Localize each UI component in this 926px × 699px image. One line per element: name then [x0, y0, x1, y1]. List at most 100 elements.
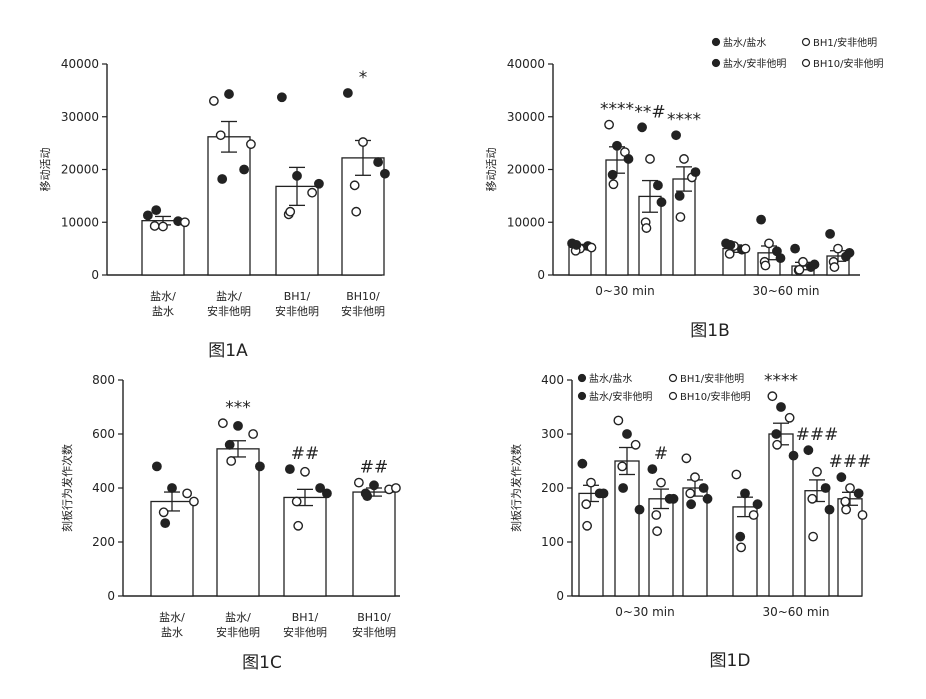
data-point: [685, 488, 696, 499]
data-point: [586, 477, 596, 488]
data-point: [217, 418, 228, 429]
data-point: [362, 491, 373, 501]
data-point: [637, 122, 647, 133]
data-point: [623, 154, 634, 164]
legend-label: BH10/安非他明: [680, 390, 750, 403]
significance-marker: *: [359, 68, 368, 88]
data-point: [764, 238, 774, 249]
data-point: [182, 488, 193, 499]
data-point: [142, 210, 153, 221]
x-category-label: 安非他明: [283, 625, 327, 639]
y-tick-label: 0: [537, 268, 545, 282]
x-category-label: BH10/: [357, 611, 391, 624]
bar: [216, 448, 260, 597]
data-point: [285, 206, 296, 217]
data-point: [617, 461, 628, 472]
data-point: [845, 483, 855, 493]
legend-marker: [801, 37, 811, 47]
data-point: [586, 242, 597, 253]
data-point: [794, 264, 805, 275]
data-point: [775, 253, 786, 264]
data-point: [630, 439, 641, 450]
y-tick-label: 10000: [507, 215, 545, 229]
figure-title: 图1A: [208, 341, 248, 361]
y-tick-label: 300: [541, 427, 564, 441]
data-point: [808, 531, 819, 542]
bar: [341, 157, 385, 276]
data-point: [634, 504, 645, 515]
data-point: [353, 477, 364, 488]
significance-marker: #: [654, 444, 668, 464]
x-category-label: 安非他明: [207, 304, 251, 318]
data-point: [686, 499, 697, 510]
data-point: [180, 217, 190, 228]
x-category-label: 安非他明: [352, 625, 396, 639]
bar: [150, 500, 194, 597]
data-point: [358, 137, 368, 147]
data-point: [292, 170, 302, 181]
data-point: [342, 88, 353, 98]
x-category-label: 盐水/: [216, 290, 242, 303]
data-point: [790, 243, 800, 254]
x-category-label: 盐水: [161, 626, 183, 639]
legend-label: 盐水/安非他明: [589, 390, 652, 403]
data-point: [671, 130, 681, 141]
data-point: [840, 496, 851, 507]
significance-marker: ****: [600, 100, 634, 120]
legend-label: 盐水/盐水: [723, 36, 766, 49]
x-category-label: 安非他明: [275, 304, 319, 318]
data-point: [246, 139, 256, 150]
data-point: [841, 504, 852, 515]
data-point: [825, 228, 835, 239]
bar: [732, 506, 758, 597]
data-point: [151, 205, 162, 216]
data-point: [291, 496, 302, 507]
figure-title: 图1B: [690, 321, 729, 341]
y-tick-label: 0: [556, 589, 564, 603]
y-tick-label: 0: [107, 589, 115, 603]
x-category-label: 盐水/: [225, 611, 251, 624]
data-point: [239, 164, 250, 175]
data-point: [369, 480, 379, 491]
data-point: [674, 190, 685, 201]
data-point: [224, 89, 234, 99]
x-category-label: 盐水/: [150, 290, 176, 303]
data-point: [351, 206, 362, 217]
data-point: [824, 504, 835, 515]
y-tick-label: 10000: [61, 215, 99, 229]
data-point: [607, 169, 618, 180]
data-point: [803, 445, 814, 456]
data-point: [731, 469, 742, 480]
data-point: [679, 154, 689, 164]
data-point: [844, 247, 855, 258]
data-point: [776, 402, 786, 412]
data-point: [373, 157, 384, 168]
legend-label: BH1/安非他明: [680, 372, 744, 385]
y-tick-label: 400: [92, 481, 115, 495]
legend-marker: [577, 391, 587, 401]
data-point: [158, 507, 169, 518]
data-point: [668, 493, 679, 504]
data-point: [736, 542, 747, 553]
data-point: [226, 456, 237, 466]
y-tick-label: 400: [541, 373, 564, 387]
data-point: [314, 178, 324, 189]
data-point: [820, 483, 831, 493]
bar: [804, 490, 830, 597]
significance-marker: ****: [764, 371, 798, 391]
y-tick-label: 20000: [507, 163, 545, 177]
legend-label: 盐水/安非他明: [723, 57, 786, 70]
bar: [283, 496, 327, 597]
data-point: [380, 168, 390, 179]
data-point: [735, 531, 746, 542]
data-point: [647, 464, 658, 474]
data-point: [571, 240, 582, 250]
data-point: [690, 167, 701, 178]
y-axis-label: 刻板行为发作次数: [509, 444, 523, 532]
data-point: [160, 518, 171, 528]
significance-marker: ***: [225, 398, 251, 418]
legend-marker: [801, 58, 811, 68]
legend-label: BH1/安非他明: [813, 36, 877, 49]
